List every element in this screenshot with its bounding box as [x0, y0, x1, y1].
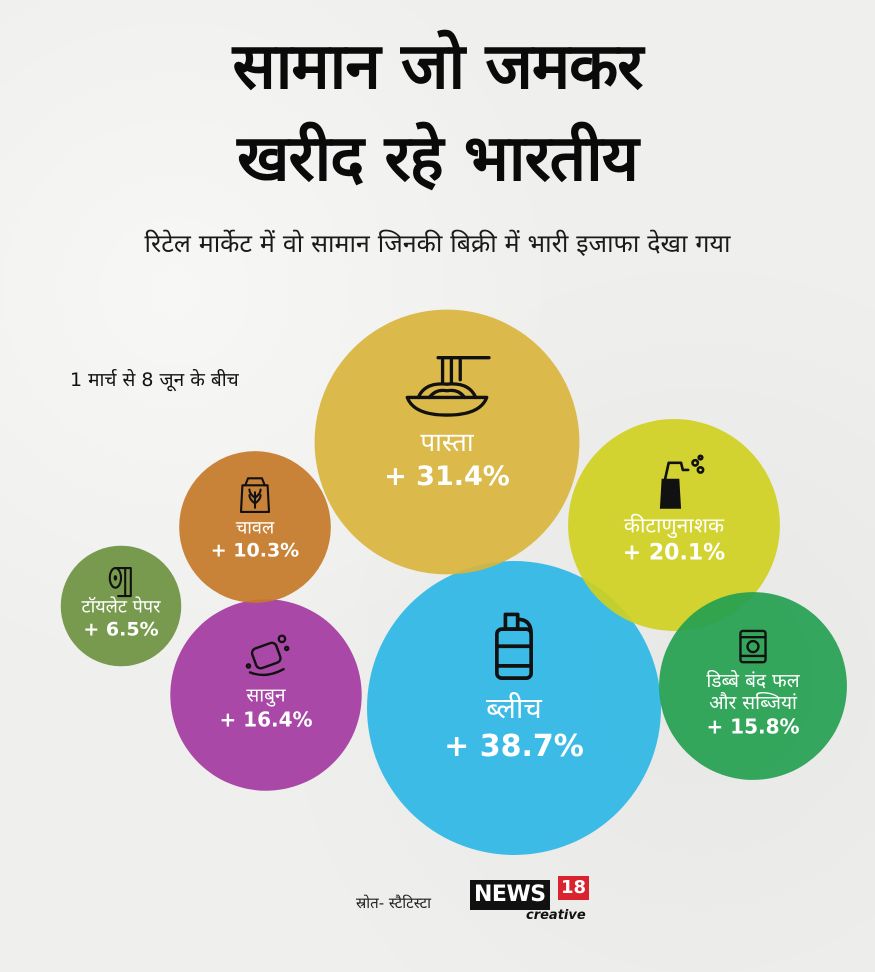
- bubble-circle: [568, 419, 780, 631]
- tin-can-icon: [739, 629, 767, 664]
- soap-icon: [245, 634, 290, 677]
- bubble-circle: [367, 561, 661, 855]
- page-title-line-2: खरीद रहे भारतीय: [237, 122, 639, 196]
- bubble: कीटाणुनाशक + 20.1%: [568, 419, 780, 631]
- bubble-label: और सब्जियां: [709, 691, 798, 714]
- bubble-value: + 6.5%: [83, 619, 158, 641]
- bubble-value: + 38.7%: [444, 729, 584, 764]
- logo-creative-text: creative: [526, 908, 586, 923]
- source-label: स्रोत- स्टैटिस्टा: [356, 894, 432, 912]
- bubble-value: + 31.4%: [384, 461, 510, 492]
- page-subtitle: रिटेल मार्केट में वो सामान जिनकी बिक्री …: [144, 229, 731, 258]
- bubble-label: चावल: [236, 517, 275, 538]
- bubble-label: टॉयलेट पेपर: [82, 595, 162, 617]
- page-title-line-1: सामान जो जमकर: [232, 30, 644, 104]
- period-label: 1 मार्च से 8 जून के बीच: [70, 369, 239, 391]
- logo-news-text: NEWS: [470, 880, 550, 910]
- bubble-value: + 20.1%: [623, 541, 725, 566]
- pasta-bowl-icon: [405, 356, 491, 417]
- bubble-label: पास्ता: [420, 428, 474, 458]
- bubble-circle: [60, 545, 182, 667]
- bubble: पास्ता+ 31.4%: [314, 309, 580, 575]
- rice-sack-icon: [239, 477, 271, 513]
- toilet-roll-icon: [108, 567, 132, 598]
- bubble: चावल+ 10.3%: [179, 451, 331, 603]
- bubble: टॉयलेट पेपर+ 6.5%: [60, 545, 182, 667]
- bubble-label: डिब्बे बंद फल: [706, 669, 800, 692]
- bubble-label: साबुन: [246, 685, 286, 708]
- bubble: साबुन+ 16.4%: [170, 599, 362, 791]
- bubble-label: ब्लीच: [486, 691, 542, 725]
- spray-bottle-icon: [659, 454, 705, 509]
- bubble-circle: [179, 451, 331, 603]
- bubble-value: + 10.3%: [211, 540, 299, 562]
- news18-logo: NEWS 18 creative: [470, 876, 595, 926]
- bubble-value: + 16.4%: [219, 707, 312, 731]
- bubble-value: + 15.8%: [706, 715, 799, 739]
- bubble-label: कीटाणुनाशक: [624, 513, 725, 538]
- bubble-circle: [314, 309, 580, 575]
- bleach-bottle-icon: [495, 612, 533, 680]
- bubble-circle: [659, 592, 847, 780]
- logo-number: 18: [558, 876, 590, 900]
- bubble: ब्लीच + 38.7%: [367, 561, 661, 855]
- bubble-circle: [170, 599, 362, 791]
